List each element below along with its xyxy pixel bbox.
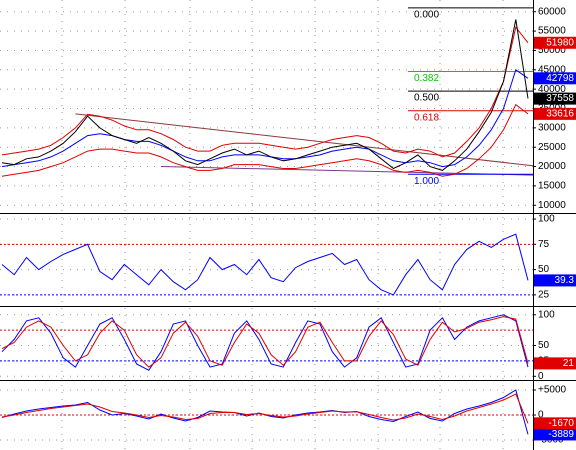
- value-box: [534, 107, 576, 120]
- y-tick-label: 100: [538, 214, 555, 225]
- value-label: 37558: [546, 93, 574, 104]
- series-line: [1, 393, 529, 424]
- series-line: [1, 19, 529, 171]
- y-tick-label: 50: [538, 340, 550, 351]
- y-tick-label: 10000: [538, 200, 566, 211]
- value-box: [534, 417, 576, 430]
- value-label: 39.3: [555, 275, 575, 286]
- vertical-grid: [61, 0, 504, 450]
- value-box: [534, 92, 576, 105]
- value-box: [534, 72, 576, 85]
- y-tick-label: 55000: [538, 26, 566, 37]
- y-tick-label: 50000: [538, 45, 566, 56]
- y-tick-label: 50: [538, 264, 550, 275]
- series-line: [1, 233, 529, 296]
- value-label: 51980: [546, 37, 574, 48]
- value-label: 21: [563, 358, 575, 369]
- value-box: [534, 357, 576, 370]
- series-line: [1, 69, 529, 168]
- trendline: [75, 113, 534, 167]
- y-tick-label: 75: [538, 239, 550, 250]
- value-label: 33616: [546, 108, 574, 119]
- y-tick-label: 15000: [538, 181, 566, 192]
- series-line: [1, 314, 529, 371]
- y-tick-label: +5000: [538, 385, 567, 396]
- fib-label: 0.382: [414, 73, 439, 84]
- fib-label: 0.500: [414, 93, 439, 104]
- series-line: [1, 316, 529, 368]
- y-tick-label: 0: [538, 371, 544, 382]
- series-line: [1, 103, 529, 177]
- y-tick-label: 30000: [538, 122, 566, 133]
- fib-label: 0.000: [414, 10, 439, 21]
- fib-label: 1.000: [414, 176, 439, 187]
- y-tick-label: 20000: [538, 161, 566, 172]
- value-label: -1670: [548, 418, 574, 429]
- series-line: [1, 26, 529, 158]
- y-tick-label: 0: [538, 410, 544, 421]
- y-tick-label: 100: [538, 309, 555, 320]
- y-tick-label: 25: [538, 290, 550, 301]
- y-tick-label: 40000: [538, 84, 566, 95]
- value-box: [534, 428, 576, 441]
- value-label: 42798: [546, 73, 574, 84]
- value-label: -3889: [548, 429, 574, 440]
- value-box: [534, 274, 576, 287]
- value-box: [534, 36, 576, 49]
- y-tick-label: 60000: [538, 6, 566, 17]
- fib-label: 0.618: [414, 112, 439, 123]
- y-tick-label: 45000: [538, 64, 566, 75]
- y-tick-label: 25000: [538, 142, 566, 153]
